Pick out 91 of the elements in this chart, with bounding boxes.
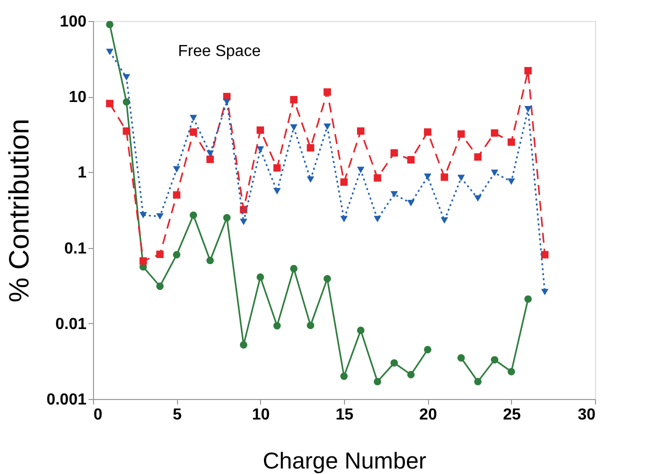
point bbox=[508, 178, 516, 185]
point bbox=[474, 195, 482, 202]
point bbox=[357, 127, 364, 135]
point bbox=[390, 191, 398, 198]
point bbox=[340, 372, 348, 380]
point bbox=[324, 275, 331, 282]
point bbox=[172, 166, 180, 173]
y-tick-label: 100 bbox=[60, 14, 87, 30]
point bbox=[306, 144, 314, 152]
point bbox=[290, 124, 298, 131]
point bbox=[122, 98, 130, 106]
point bbox=[407, 156, 415, 164]
y-tick-label: 0.001 bbox=[46, 392, 87, 408]
point bbox=[390, 149, 398, 157]
point bbox=[156, 250, 164, 258]
annotation: Free Space bbox=[178, 43, 261, 60]
x-tick-label: 0 bbox=[94, 406, 102, 424]
point bbox=[407, 370, 415, 378]
y-axis-title: % Contribution bbox=[3, 118, 34, 302]
point bbox=[490, 356, 498, 364]
point bbox=[190, 211, 198, 219]
point bbox=[106, 21, 114, 28]
point bbox=[374, 378, 382, 386]
point bbox=[324, 88, 331, 96]
point bbox=[357, 326, 364, 334]
point bbox=[206, 256, 214, 264]
point bbox=[457, 174, 465, 182]
point bbox=[374, 216, 382, 222]
point bbox=[290, 96, 298, 104]
point bbox=[340, 216, 348, 222]
point bbox=[357, 166, 364, 174]
point bbox=[424, 346, 432, 354]
x-axis-title: Charge Number bbox=[262, 448, 427, 474]
point bbox=[324, 123, 331, 130]
point bbox=[340, 178, 348, 186]
point bbox=[223, 214, 231, 222]
point bbox=[524, 295, 532, 303]
point bbox=[508, 368, 516, 376]
point bbox=[240, 341, 248, 349]
point bbox=[306, 322, 314, 330]
point bbox=[474, 153, 482, 161]
point bbox=[273, 188, 281, 194]
x-tick-label: 15 bbox=[336, 406, 354, 424]
point bbox=[206, 150, 214, 157]
point bbox=[440, 217, 448, 224]
point bbox=[457, 354, 465, 362]
point bbox=[290, 264, 298, 272]
point bbox=[122, 127, 130, 135]
point bbox=[424, 128, 432, 136]
x-tick-label: 10 bbox=[252, 406, 270, 424]
point bbox=[256, 126, 264, 134]
point bbox=[541, 288, 549, 296]
point bbox=[122, 74, 130, 81]
point bbox=[256, 273, 264, 281]
point bbox=[139, 257, 147, 265]
point bbox=[240, 218, 248, 226]
point bbox=[490, 170, 498, 176]
point bbox=[474, 378, 482, 386]
y-tick-label: 1 bbox=[78, 164, 87, 182]
point bbox=[106, 48, 114, 56]
point bbox=[206, 156, 214, 164]
point bbox=[524, 67, 532, 74]
point bbox=[190, 128, 198, 136]
point bbox=[440, 173, 448, 181]
y-tick-label: 0.01 bbox=[55, 316, 87, 333]
point bbox=[374, 174, 382, 182]
point bbox=[457, 130, 465, 138]
point bbox=[172, 251, 180, 258]
point bbox=[390, 359, 398, 367]
point bbox=[306, 176, 314, 183]
point bbox=[139, 212, 147, 218]
y-tick-label: 0.1 bbox=[64, 240, 87, 258]
point bbox=[508, 138, 516, 146]
point bbox=[156, 282, 164, 290]
y-tick-label: 10 bbox=[68, 89, 87, 106]
point bbox=[273, 164, 281, 172]
point bbox=[407, 200, 415, 206]
point bbox=[424, 174, 432, 180]
x-tick-label: 20 bbox=[419, 406, 438, 424]
point bbox=[524, 106, 532, 112]
point bbox=[172, 191, 180, 199]
point bbox=[190, 114, 198, 122]
point bbox=[541, 251, 549, 258]
x-tick-label: 25 bbox=[502, 406, 521, 424]
point bbox=[106, 100, 114, 108]
point bbox=[273, 322, 281, 330]
point bbox=[156, 213, 164, 220]
x-tick-label: 5 bbox=[172, 406, 182, 424]
point bbox=[256, 146, 264, 153]
x-tick-label: 30 bbox=[578, 406, 596, 424]
point bbox=[490, 129, 498, 137]
